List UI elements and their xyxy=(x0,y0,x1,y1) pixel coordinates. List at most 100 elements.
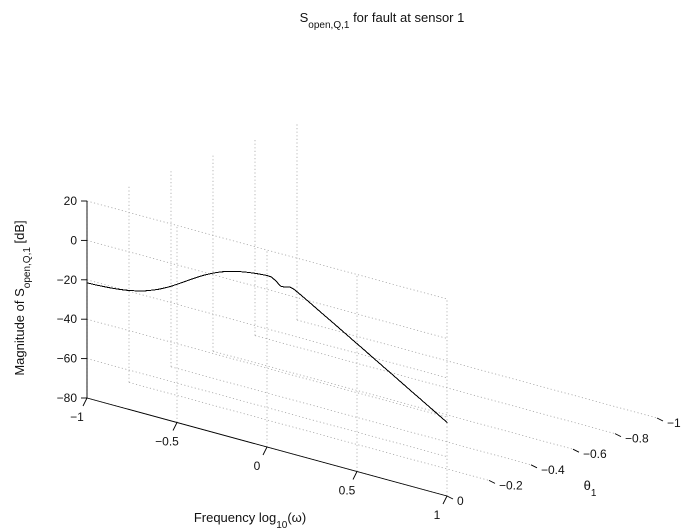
surface-facet xyxy=(113,288,119,290)
x-tick-label: 1 xyxy=(434,508,441,522)
y-tick-mark xyxy=(446,495,454,500)
surface-facet xyxy=(329,319,335,325)
surface-facet xyxy=(91,283,97,286)
x-tick-label: −0.5 xyxy=(155,435,179,449)
surface-facet xyxy=(253,272,259,275)
surface-facet xyxy=(185,279,191,282)
surface-facet xyxy=(86,282,92,285)
grid-lines xyxy=(86,123,658,497)
surface-facet xyxy=(181,280,187,283)
surface-facet xyxy=(172,284,178,287)
axis-lines xyxy=(86,201,448,497)
surface-facet xyxy=(424,402,430,407)
surface-facet xyxy=(347,335,353,341)
surface-facet xyxy=(257,273,263,275)
surface-facet xyxy=(104,286,110,288)
x-tick-mark xyxy=(352,471,358,480)
surface-facet xyxy=(194,276,200,279)
surface-facet xyxy=(298,292,304,298)
y-tick-mark xyxy=(614,433,622,438)
surface-facet xyxy=(415,394,421,399)
surface-facet xyxy=(203,273,209,276)
grid-line xyxy=(86,358,448,457)
surface-facet xyxy=(163,286,169,289)
surface-facet xyxy=(275,280,281,287)
surface-facet xyxy=(406,386,412,392)
surface-facet xyxy=(433,410,439,415)
grid-line xyxy=(254,335,616,434)
x-tick-label: 0.5 xyxy=(339,484,356,498)
surface-facet xyxy=(217,271,223,273)
surface-facet xyxy=(343,331,349,337)
y-tick-label: −0.4 xyxy=(541,463,565,477)
surface-facet xyxy=(176,282,182,285)
surface-facet xyxy=(397,378,403,384)
surface-facet xyxy=(212,272,218,274)
surface-facet xyxy=(401,382,407,388)
surface-facet xyxy=(379,363,385,368)
surface-facet xyxy=(280,285,286,288)
surface-facet xyxy=(271,276,277,282)
y-tick-label: 0 xyxy=(457,494,464,508)
surface-facet xyxy=(392,374,398,380)
surface-facet xyxy=(374,359,380,364)
surface-facet xyxy=(266,275,272,278)
grid-line xyxy=(128,382,490,481)
y-tick-mark xyxy=(488,479,496,484)
surface-facet xyxy=(356,343,362,348)
surface-facet xyxy=(100,285,106,288)
grid-line xyxy=(86,279,448,379)
surface-facet xyxy=(325,316,331,321)
surface-facet xyxy=(334,323,340,329)
x-tick-mark xyxy=(262,446,268,456)
x-tick-mark xyxy=(82,397,88,407)
surface-facet xyxy=(388,370,394,376)
surface-facet xyxy=(361,347,367,352)
grid-line xyxy=(212,350,574,450)
surface-facet xyxy=(190,277,196,280)
surface-facet xyxy=(158,287,164,290)
surface-facet xyxy=(244,271,250,273)
z-tick-label: −40 xyxy=(57,312,78,326)
surface-facet xyxy=(122,289,128,291)
y-tick-label: −0.8 xyxy=(625,432,649,446)
z-tick-label: 0 xyxy=(70,233,77,247)
surface-facet xyxy=(316,308,322,313)
surface-facet xyxy=(167,285,173,288)
x-tick-label: 0 xyxy=(254,459,261,473)
x-tick-mark xyxy=(172,422,178,431)
z-tick-label: −60 xyxy=(57,352,78,366)
y-tick-mark xyxy=(572,448,580,453)
surface-facet xyxy=(149,289,155,291)
surface-facet xyxy=(428,406,434,411)
x-tick-label: −1 xyxy=(70,410,84,424)
y-tick-label: −0.6 xyxy=(583,447,607,461)
x-tick-mark xyxy=(442,495,448,505)
surface-facet xyxy=(311,304,317,309)
surface-facet xyxy=(248,272,254,274)
surface-facet xyxy=(154,288,160,291)
surface-facet xyxy=(109,287,115,289)
y-tick-mark xyxy=(656,417,664,422)
grid-line xyxy=(86,200,448,300)
surface-facet xyxy=(370,355,376,360)
z-axis-label: Magnitude of Sopen,Q,1 [dB] xyxy=(12,220,33,375)
surface-facet xyxy=(199,274,205,277)
surface-mesh xyxy=(86,271,448,423)
surface-facet xyxy=(437,414,443,419)
grid-line xyxy=(296,319,658,419)
surface-facet xyxy=(320,312,326,317)
surface-facet xyxy=(262,274,268,276)
z-tick-label: −20 xyxy=(57,273,78,287)
tick-labels: −1 −0.5 0 0.5 1 0 −0.2 −0.4 −0.6 −0.8 −1 20 0 −20 −40 −… xyxy=(57,194,681,522)
x-axis-label: Frequency log10(ω) xyxy=(194,510,306,531)
z-tick-label: 20 xyxy=(64,194,78,208)
surface-facet xyxy=(442,418,448,423)
surface-facet xyxy=(419,398,425,403)
y-tick-mark xyxy=(530,464,538,469)
surface-facet xyxy=(289,286,295,290)
y-tick-label: −0.2 xyxy=(499,478,523,492)
surface-facet xyxy=(352,339,358,344)
surface-facet xyxy=(293,289,299,294)
